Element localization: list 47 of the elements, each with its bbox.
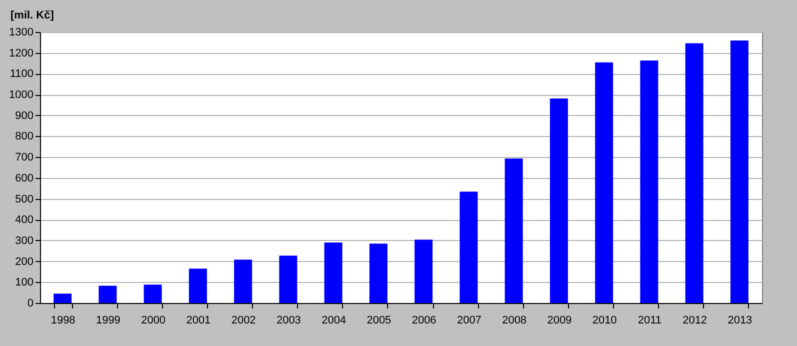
y-tick-label: 1300 xyxy=(9,26,34,38)
y-tick-label: 1000 xyxy=(9,89,34,102)
bar xyxy=(234,260,252,303)
y-tick-label: 900 xyxy=(15,110,34,122)
x-tick-label: 1998 xyxy=(50,314,76,326)
x-tick-label: 2000 xyxy=(141,314,166,326)
bar xyxy=(504,158,523,303)
bar xyxy=(460,192,478,303)
y-axis-title: [mil. Kč] xyxy=(10,10,54,22)
bar xyxy=(369,244,388,303)
bar xyxy=(279,256,298,303)
bar xyxy=(188,268,207,303)
y-tick-label: 200 xyxy=(15,256,34,268)
bar xyxy=(414,240,433,303)
x-tick-label: 2010 xyxy=(592,314,617,326)
bar xyxy=(595,62,614,303)
bar xyxy=(144,284,162,303)
x-tick-label: 2003 xyxy=(276,314,301,326)
y-tick-label: 0 xyxy=(27,298,34,310)
y-tick-label: 600 xyxy=(15,172,34,184)
bar xyxy=(730,40,748,303)
y-tick-label: 300 xyxy=(15,234,34,247)
bar xyxy=(550,98,568,303)
y-tick-label: 700 xyxy=(15,152,34,164)
y-tick-label: 800 xyxy=(15,130,34,143)
x-tick-label: 2004 xyxy=(322,314,346,326)
y-tick-label: 1100 xyxy=(10,68,34,80)
x-tick-label: 2011 xyxy=(638,314,662,326)
x-tick-label: 2002 xyxy=(231,314,256,326)
bar xyxy=(324,242,342,303)
y-tick-label: 1200 xyxy=(9,47,34,60)
x-tick-label: 2007 xyxy=(456,314,482,326)
bar xyxy=(98,286,117,303)
x-tick-label: 2005 xyxy=(366,314,392,326)
bar xyxy=(685,43,704,303)
y-tick-label: 100 xyxy=(15,276,34,289)
x-tick-label: 2008 xyxy=(502,314,527,326)
y-tick-label: 500 xyxy=(15,193,34,206)
x-tick-label: 2001 xyxy=(186,314,211,326)
x-tick-label: 2013 xyxy=(728,314,752,326)
bar xyxy=(640,60,658,303)
x-tick-label: 2012 xyxy=(682,314,708,326)
y-tick-label: 400 xyxy=(15,214,34,226)
x-tick-label: 1999 xyxy=(96,314,120,326)
x-tick-label: 2006 xyxy=(412,314,436,326)
bar xyxy=(54,294,72,303)
x-tick-label: 2009 xyxy=(547,314,572,326)
